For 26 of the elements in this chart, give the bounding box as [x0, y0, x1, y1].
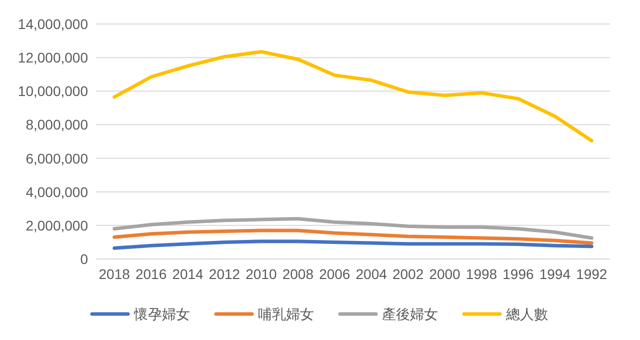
x-tick-label: 1998 — [466, 266, 498, 282]
x-tick-label: 2000 — [429, 266, 461, 282]
x-tick-label: 2018 — [98, 266, 130, 282]
x-tick-label: 2002 — [392, 266, 424, 282]
x-tick-label: 2016 — [135, 266, 167, 282]
x-tick-label: 1996 — [502, 266, 534, 282]
y-tick-label: 12,000,000 — [18, 50, 88, 66]
x-tick-label: 2008 — [282, 266, 314, 282]
x-tick-label: 1994 — [539, 266, 571, 282]
y-tick-label: 6,000,000 — [26, 150, 88, 166]
y-tick-label: 8,000,000 — [26, 116, 88, 133]
legend-label: 總人數 — [505, 306, 548, 322]
y-tick-label: 4,000,000 — [26, 184, 88, 200]
x-tick-label: 1992 — [576, 266, 608, 282]
y-tick-label: 14,000,000 — [18, 16, 88, 32]
legend-label: 哺乳婦女 — [258, 306, 314, 322]
y-tick-label: 10,000,000 — [18, 83, 88, 100]
legend-label: 產後婦女 — [382, 306, 438, 322]
legend-label: 懷孕婦女 — [133, 306, 190, 322]
x-tick-label: 2006 — [319, 266, 350, 282]
y-tick-label: 0 — [80, 251, 88, 267]
x-tick-label: 2012 — [208, 266, 240, 282]
x-tick-label: 2010 — [246, 266, 277, 282]
x-tick-label: 2014 — [172, 266, 204, 282]
y-tick-label: 2,000,000 — [26, 217, 88, 234]
x-tick-label: 2004 — [356, 266, 388, 282]
